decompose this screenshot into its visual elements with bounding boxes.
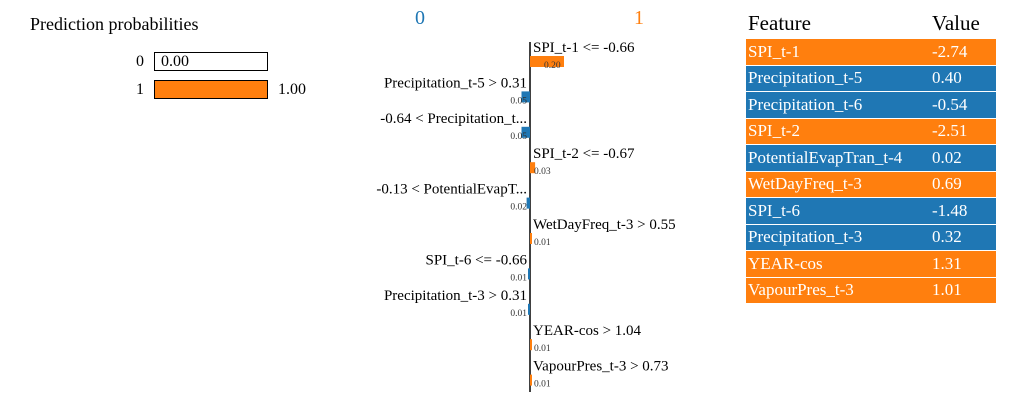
value-cell: -0.54 bbox=[930, 91, 996, 119]
bar bbox=[528, 268, 530, 280]
feature-cell: Precipitation_t-3 bbox=[746, 224, 930, 251]
prediction-value: 1.00 bbox=[278, 81, 306, 98]
bar-feature-label: Precipitation_t-5 > 0.31 bbox=[384, 75, 527, 91]
bar-feature-label: VapourPres_t-3 > 0.73 bbox=[533, 359, 669, 375]
value-cell: 0.69 bbox=[930, 171, 996, 198]
value-cell: 0.02 bbox=[930, 144, 996, 172]
feature-cell: WetDayFreq_t-3 bbox=[746, 171, 930, 198]
bar bbox=[530, 233, 532, 244]
prediction-title: Prediction probabilities bbox=[30, 14, 199, 34]
value-cell: 1.01 bbox=[930, 277, 996, 304]
prediction-bar-box bbox=[154, 80, 268, 99]
value-cell: -2.74 bbox=[930, 39, 996, 66]
value-cell: 0.40 bbox=[930, 65, 996, 92]
value-header: Value bbox=[932, 11, 980, 35]
table-row: VapourPres_t-3 1.01 bbox=[746, 277, 996, 304]
bar-value-label: 0.05 bbox=[510, 96, 527, 106]
bar-value-label: 0.03 bbox=[534, 167, 551, 177]
table-row: Precipitation_t-3 0.32 bbox=[746, 224, 996, 251]
table-row: SPI_t-1 -2.74 bbox=[746, 39, 996, 66]
feature-cell: PotentialEvapTran_t-4 bbox=[746, 144, 930, 172]
bar bbox=[521, 91, 530, 103]
value-cell: 1.31 bbox=[930, 250, 996, 278]
feature-cell: VapourPres_t-3 bbox=[746, 277, 930, 304]
bar-feature-label: YEAR-cos > 1.04 bbox=[533, 323, 642, 339]
table-row: PotentialEvapTran_t-4 0.02 bbox=[746, 144, 996, 172]
bar bbox=[528, 303, 530, 315]
bar-feature-label: SPI_t-2 <= -0.67 bbox=[533, 146, 635, 162]
bar bbox=[530, 56, 564, 67]
feature-cell: YEAR-cos bbox=[746, 250, 930, 278]
table-header-row: Feature Value bbox=[746, 10, 996, 39]
bar-value-label: 0.01 bbox=[510, 273, 527, 283]
table-row: SPI_t-6 -1.48 bbox=[746, 197, 996, 225]
table-body: SPI_t-1 -2.74 Precipitation_t-5 0.40 Precipi… bbox=[746, 39, 996, 304]
bar-feature-label: SPI_t-1 <= -0.66 bbox=[533, 40, 635, 56]
bar-feature-label: -0.13 < PotentialEvapT... bbox=[376, 182, 527, 198]
bar-value-label: 0.01 bbox=[510, 309, 527, 319]
feature-cell: Precipitation_t-6 bbox=[746, 91, 930, 119]
value-cell: -1.48 bbox=[930, 197, 996, 225]
bar bbox=[526, 197, 530, 209]
bar-feature-label: -0.64 < Precipitation_t... bbox=[380, 111, 527, 127]
feature-header: Feature bbox=[748, 11, 811, 35]
bar bbox=[521, 126, 530, 138]
explanation-chart: 0 1 SPI_t-1 <= -0.66 0.20 Precipitation_t-5 … bbox=[376, 7, 676, 392]
feature-cell: SPI_t-6 bbox=[746, 197, 930, 225]
feature-cell: SPI_t-1 bbox=[746, 39, 930, 66]
bar bbox=[530, 339, 532, 351]
prediction-class-label: 0 bbox=[136, 53, 144, 70]
prediction-bar-fill bbox=[155, 81, 267, 98]
value-cell: -2.51 bbox=[930, 118, 996, 145]
bar-value-label: 0.20 bbox=[544, 61, 561, 71]
class-0-header: 0 bbox=[415, 7, 425, 29]
class-1-header: 1 bbox=[634, 7, 644, 29]
prediction-value: 0.00 bbox=[161, 53, 189, 70]
feature-cell: Precipitation_t-5 bbox=[746, 65, 930, 92]
bar-value-label: 0.01 bbox=[534, 380, 551, 390]
table-row: SPI_t-2 -2.51 bbox=[746, 118, 996, 145]
value-cell: 0.32 bbox=[930, 224, 996, 251]
prediction-bar-box: 0.00 bbox=[154, 52, 268, 71]
table-row: Precipitation_t-6 -0.54 bbox=[746, 91, 996, 119]
bar-value-label: 0.01 bbox=[534, 238, 551, 248]
bar-feature-label: WetDayFreq_t-3 > 0.55 bbox=[533, 217, 676, 233]
bar bbox=[530, 374, 532, 386]
table-row: WetDayFreq_t-3 0.69 bbox=[746, 171, 996, 198]
prediction-class-label: 1 bbox=[136, 81, 144, 98]
table-row: Precipitation_t-5 0.40 bbox=[746, 65, 996, 92]
bar-value-label: 0.02 bbox=[510, 203, 527, 213]
feature-value-table: Feature Value SPI_t-1 -2.74 Precipitation_… bbox=[746, 10, 996, 304]
bar-value-label: 0.05 bbox=[510, 132, 527, 142]
bar-value-label: 0.01 bbox=[534, 344, 551, 354]
bar-feature-label: SPI_t-6 <= -0.66 bbox=[425, 252, 527, 268]
bar-feature-label: Precipitation_t-3 > 0.31 bbox=[384, 288, 527, 304]
table-row: YEAR-cos 1.31 bbox=[746, 250, 996, 278]
bar bbox=[530, 162, 536, 174]
feature-cell: SPI_t-2 bbox=[746, 118, 930, 145]
